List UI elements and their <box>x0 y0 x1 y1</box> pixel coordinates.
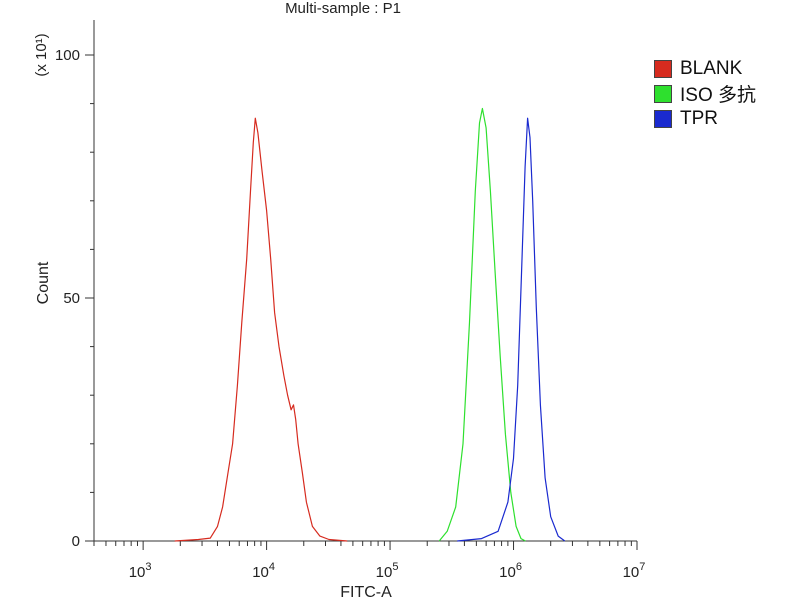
x-axis: 103 104 105 106 107 <box>93 541 646 581</box>
legend-label-blank: BLANK <box>680 57 743 79</box>
legend-item-tpr: TPR <box>654 106 756 131</box>
legend-item-iso: ISO 多抗 <box>654 81 756 106</box>
legend-swatch-blank <box>654 59 672 78</box>
x-tick-label: 104 <box>252 561 275 581</box>
series-line-tpr <box>457 117 566 542</box>
legend-item-blank: BLANK <box>654 56 756 81</box>
chart-title: Multi-sample : P1 <box>285 0 401 17</box>
x-tick-label: 107 <box>623 561 646 581</box>
y-axis-label: Count <box>35 261 52 304</box>
y-axis: 0 50 100 <box>55 47 94 550</box>
y-axis-multiplier: (x 10¹) <box>33 33 50 76</box>
legend-swatch-tpr <box>654 109 672 128</box>
y-tick-label: 50 <box>63 290 80 307</box>
series-line-blank <box>174 117 348 542</box>
series-line-iso <box>438 107 526 542</box>
x-tick-label: 106 <box>499 561 522 581</box>
legend: BLANK ISO 多抗 TPR <box>654 56 756 131</box>
legend-label-tpr: TPR <box>680 107 718 129</box>
x-tick-label: 105 <box>376 561 399 581</box>
series-layer <box>174 107 566 542</box>
plot-area <box>93 20 637 542</box>
legend-swatch-iso <box>654 84 672 103</box>
y-tick-label: 0 <box>72 533 80 550</box>
x-tick-label: 103 <box>129 561 152 581</box>
y-tick-label: 100 <box>55 47 80 64</box>
x-axis-label: FITC-A <box>340 584 392 600</box>
legend-label-iso: ISO 多抗 <box>680 85 757 106</box>
